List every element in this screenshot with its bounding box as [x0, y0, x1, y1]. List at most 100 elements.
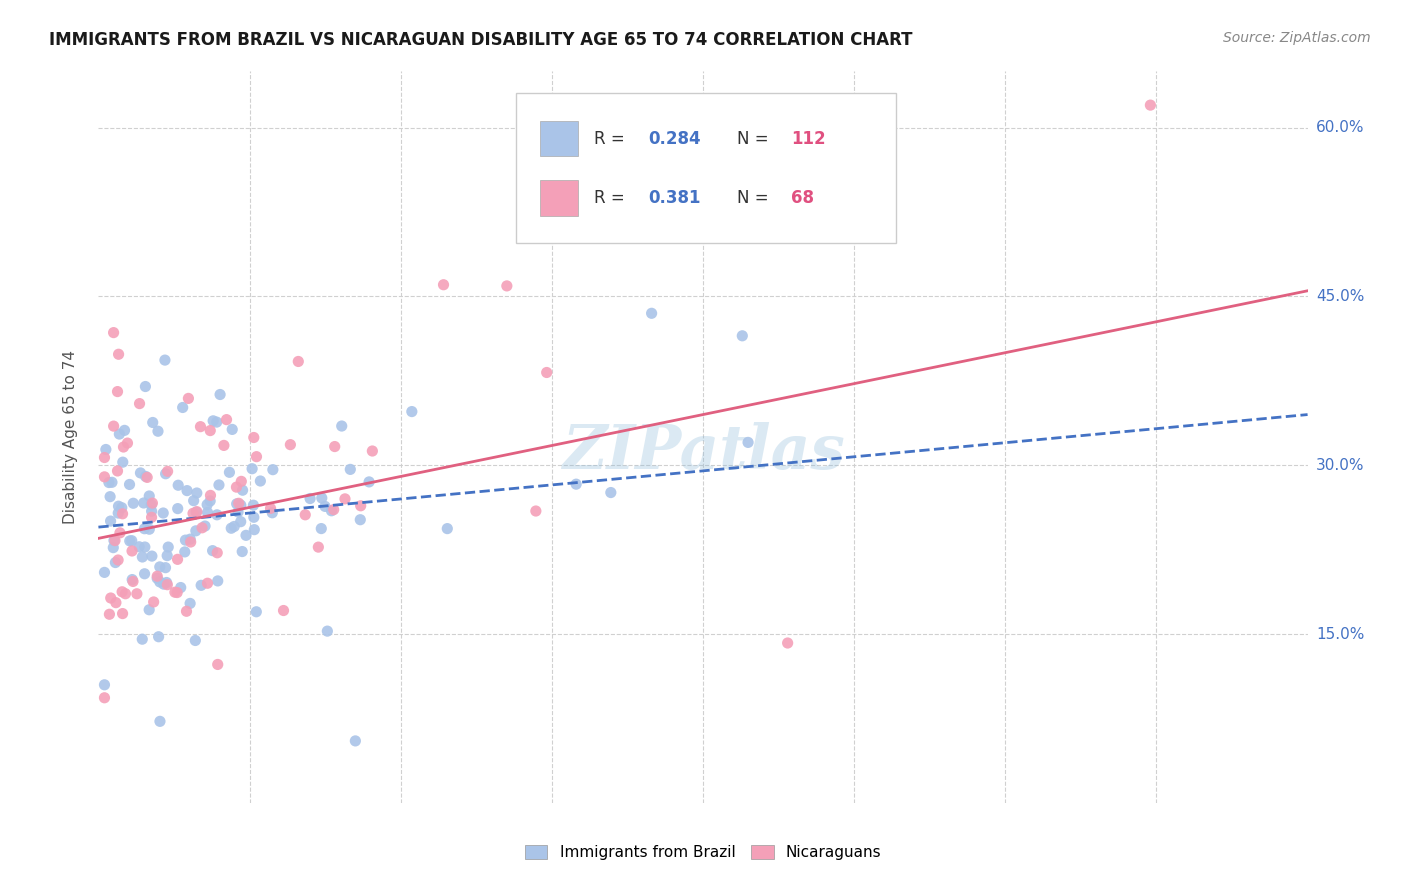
Point — [146, 571, 169, 585]
Point — [731, 328, 754, 343]
Point — [93, 566, 115, 580]
Point — [228, 496, 250, 510]
Point — [93, 470, 115, 484]
Point — [232, 483, 254, 498]
Point — [148, 630, 170, 644]
Point — [311, 491, 333, 505]
Point — [114, 587, 136, 601]
Point — [737, 435, 759, 450]
Text: 60.0%: 60.0% — [1316, 120, 1364, 135]
Point — [107, 464, 129, 478]
Point — [240, 461, 263, 475]
Text: 15.0%: 15.0% — [1316, 626, 1364, 641]
Point — [98, 490, 121, 504]
Point — [177, 392, 200, 406]
Point — [640, 306, 662, 320]
Point — [170, 581, 193, 595]
Point — [323, 440, 346, 454]
Point — [174, 533, 197, 548]
Point — [208, 478, 231, 492]
Point — [134, 540, 156, 554]
Point — [311, 522, 333, 536]
Point — [226, 505, 249, 519]
Point — [436, 522, 458, 536]
Point — [141, 504, 163, 518]
Point — [179, 596, 201, 610]
Point — [121, 533, 143, 548]
Text: 0.284: 0.284 — [648, 129, 702, 147]
Point — [103, 533, 125, 548]
Point — [173, 545, 195, 559]
Point — [209, 387, 232, 401]
Point — [104, 596, 127, 610]
Point — [141, 549, 163, 563]
Text: R =: R = — [595, 189, 630, 207]
Text: Source: ZipAtlas.com: Source: ZipAtlas.com — [1223, 31, 1371, 45]
Point — [245, 450, 267, 464]
Point — [107, 384, 129, 399]
Point — [94, 442, 117, 457]
Point — [107, 506, 129, 520]
Point — [107, 553, 129, 567]
Point — [111, 607, 134, 621]
Point — [141, 510, 163, 524]
Point — [350, 499, 373, 513]
Point — [163, 585, 186, 599]
Point — [97, 475, 120, 490]
Point — [205, 508, 228, 522]
Point — [104, 533, 127, 548]
Text: 45.0%: 45.0% — [1316, 289, 1364, 304]
Point — [401, 404, 423, 418]
Point — [108, 525, 131, 540]
Point — [155, 575, 177, 590]
Point — [225, 497, 247, 511]
Point — [361, 444, 384, 458]
Point — [157, 540, 180, 554]
Text: N =: N = — [737, 189, 773, 207]
Point — [141, 496, 163, 510]
Point — [118, 533, 141, 548]
Point — [190, 419, 212, 434]
Point — [218, 465, 240, 479]
Point — [179, 532, 201, 546]
Point — [195, 498, 218, 512]
Point — [180, 535, 202, 549]
Point — [243, 430, 266, 444]
Point — [100, 514, 122, 528]
Point — [330, 419, 353, 434]
Point — [122, 496, 145, 510]
Point — [121, 544, 143, 558]
Point — [142, 595, 165, 609]
Text: 0.381: 0.381 — [648, 189, 702, 207]
Point — [1139, 98, 1161, 112]
Point — [191, 521, 214, 535]
Point — [287, 354, 309, 368]
FancyBboxPatch shape — [540, 180, 578, 216]
Point — [93, 450, 115, 465]
Point — [134, 566, 156, 581]
Point — [536, 366, 558, 380]
Point — [198, 494, 221, 508]
Point — [242, 498, 264, 512]
Text: IMMIGRANTS FROM BRAZIL VS NICARAGUAN DISABILITY AGE 65 TO 74 CORRELATION CHART: IMMIGRANTS FROM BRAZIL VS NICARAGUAN DIS… — [49, 31, 912, 49]
Point — [224, 519, 246, 533]
Point — [280, 438, 302, 452]
Point — [156, 549, 179, 563]
Point — [207, 574, 229, 588]
Point — [776, 636, 799, 650]
Point — [207, 657, 229, 672]
Point — [146, 569, 169, 583]
Point — [229, 498, 252, 512]
Y-axis label: Disability Age 65 to 74: Disability Age 65 to 74 — [63, 350, 77, 524]
Point — [333, 491, 356, 506]
Point — [307, 540, 329, 554]
Point — [231, 475, 253, 489]
FancyBboxPatch shape — [516, 94, 897, 244]
Point — [131, 632, 153, 647]
Point — [225, 480, 247, 494]
Point — [599, 485, 621, 500]
Point — [212, 438, 235, 452]
Point — [98, 607, 121, 622]
Point — [138, 603, 160, 617]
Point — [344, 734, 367, 748]
